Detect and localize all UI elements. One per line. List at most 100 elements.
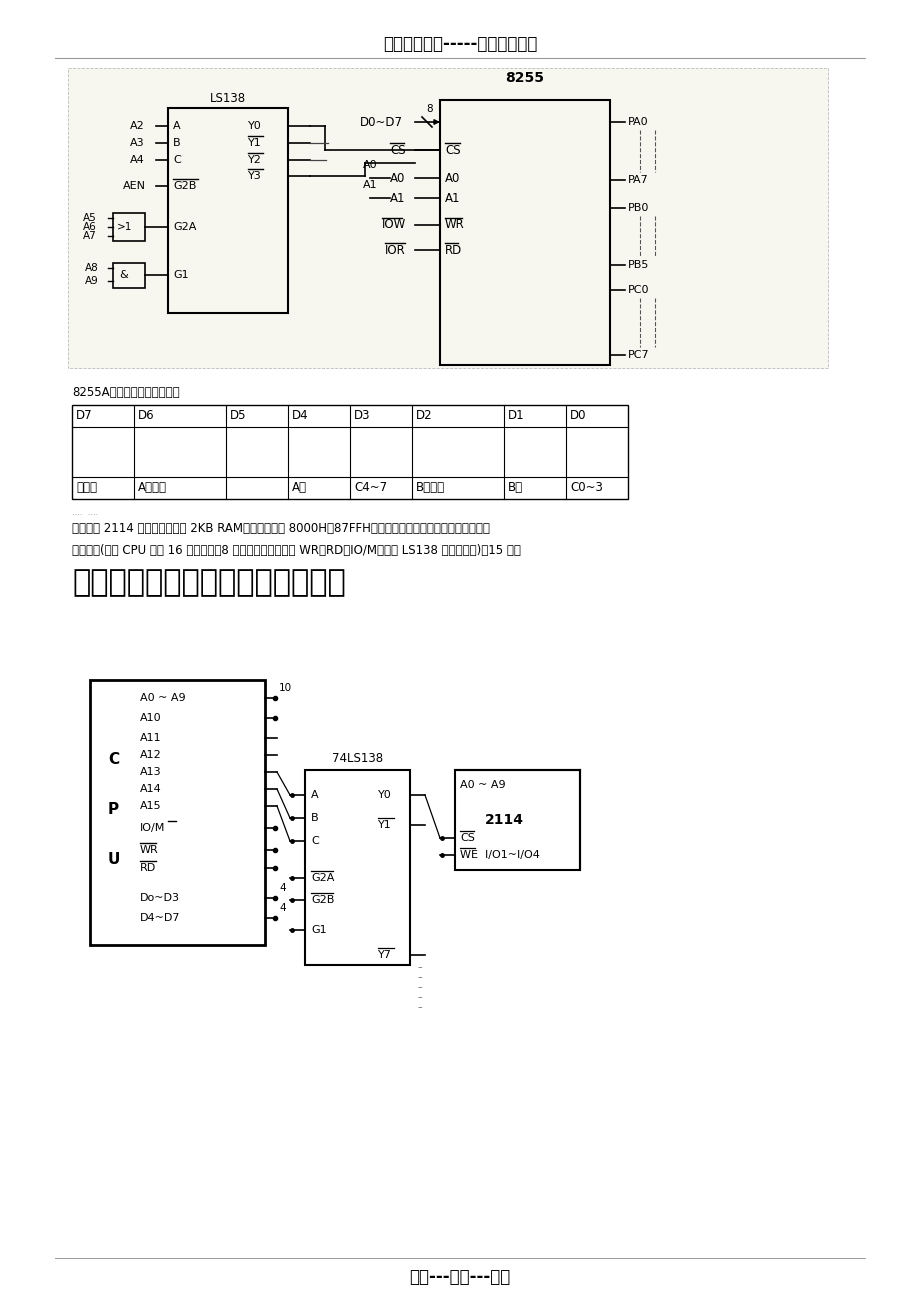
Text: P: P (108, 802, 119, 818)
Text: B口: B口 (507, 480, 523, 493)
Text: A6: A6 (83, 223, 96, 232)
Text: AEN: AEN (123, 181, 146, 191)
Text: A10: A10 (140, 713, 162, 723)
Text: Y1: Y1 (378, 820, 391, 829)
Text: 8255: 8255 (505, 72, 544, 85)
Text: D0~D7: D0~D7 (359, 116, 403, 129)
Text: B组方式: B组方式 (415, 480, 445, 493)
Text: PA0: PA0 (628, 117, 648, 128)
Text: G2B: G2B (311, 894, 334, 905)
Text: G2A: G2A (173, 223, 196, 232)
Text: 8: 8 (426, 104, 433, 115)
Text: D3: D3 (354, 409, 370, 422)
Text: Y2: Y2 (248, 155, 262, 165)
Bar (113, 263, 145, 288)
Text: A0: A0 (390, 172, 405, 185)
Text: A: A (173, 121, 180, 132)
Text: B: B (311, 812, 318, 823)
Text: 4: 4 (278, 883, 285, 893)
Text: A1: A1 (390, 191, 405, 204)
Text: A11: A11 (140, 733, 162, 743)
Text: A口: A口 (291, 480, 307, 493)
Text: A0 ~ A9: A0 ~ A9 (460, 780, 505, 790)
Bar (455, 769, 579, 870)
Text: ....  ....: .... .... (72, 508, 98, 517)
Text: Y0: Y0 (248, 121, 262, 132)
Text: D2: D2 (415, 409, 432, 422)
Text: G2A: G2A (311, 874, 334, 883)
Text: IO/M: IO/M (140, 823, 165, 833)
Text: A0: A0 (362, 160, 377, 171)
Text: 4: 4 (278, 904, 285, 913)
Text: C: C (173, 155, 180, 165)
Text: 专心---专注---专业: 专心---专注---专业 (409, 1268, 510, 1286)
Text: CS: CS (445, 143, 460, 156)
Text: A组方式: A组方式 (138, 480, 167, 493)
Text: D1: D1 (507, 409, 524, 422)
Text: D5: D5 (230, 409, 246, 422)
Bar (168, 108, 288, 312)
Text: 精选优质文档-----倾情为你奉上: 精选优质文档-----倾情为你奉上 (382, 35, 537, 53)
Text: A9: A9 (85, 276, 98, 286)
Text: A1: A1 (362, 180, 377, 190)
Text: PB5: PB5 (628, 260, 649, 270)
Text: C: C (108, 753, 119, 767)
Bar (439, 100, 609, 365)
Text: C0~3: C0~3 (570, 480, 602, 493)
Text: D4: D4 (291, 409, 308, 422)
Text: 8255A工作方式控制字如下：: 8255A工作方式控制字如下： (72, 385, 179, 398)
Bar (90, 680, 265, 945)
Text: A14: A14 (140, 784, 162, 794)
Text: A4: A4 (130, 155, 144, 165)
Bar (113, 214, 145, 241)
Text: A7: A7 (83, 230, 96, 241)
Text: B: B (173, 138, 180, 148)
Text: A0 ~ A9: A0 ~ A9 (140, 693, 186, 703)
Text: RD: RD (445, 243, 461, 256)
Text: D6: D6 (138, 409, 154, 422)
Text: D4~D7: D4~D7 (140, 913, 180, 923)
Text: >1: >1 (117, 223, 132, 232)
Text: Do~D3: Do~D3 (140, 893, 180, 904)
Text: （注意：复试考过几次，很重要）: （注意：复试考过几次，很重要） (72, 568, 346, 598)
Text: A15: A15 (140, 801, 162, 811)
Text: Y7: Y7 (378, 950, 391, 960)
Bar (72, 405, 628, 499)
Text: A1: A1 (445, 191, 460, 204)
Text: 特征位: 特征位 (76, 480, 96, 493)
Text: Y0: Y0 (378, 790, 391, 799)
Text: PC7: PC7 (628, 350, 649, 359)
Text: IOR: IOR (384, 243, 405, 256)
Text: 何连接？(假设 CPU 只有 16 根地址线、8 根数据线，控制线为 WR、RD、IO/M，采用 LS138 全译码法。)（15 分）: 何连接？(假设 CPU 只有 16 根地址线、8 根数据线，控制线为 WR、RD… (72, 544, 520, 557)
Text: A13: A13 (140, 767, 162, 777)
Text: A8: A8 (85, 263, 98, 273)
Text: D0: D0 (570, 409, 586, 422)
Text: &: & (119, 270, 128, 280)
Text: WE  I/O1~I/O4: WE I/O1~I/O4 (460, 850, 539, 861)
Text: C: C (311, 836, 318, 846)
Text: IOW: IOW (381, 219, 406, 232)
Text: WR: WR (140, 845, 159, 855)
Bar (68, 68, 827, 368)
Text: PA7: PA7 (628, 174, 648, 185)
Text: PB0: PB0 (628, 203, 649, 214)
Text: Y1: Y1 (248, 138, 262, 148)
Text: WR: WR (445, 219, 464, 232)
Text: U: U (108, 853, 120, 867)
Text: LS138: LS138 (210, 92, 245, 105)
Text: C4~7: C4~7 (354, 480, 387, 493)
Bar (305, 769, 410, 965)
Text: G1: G1 (173, 270, 188, 280)
Text: G1: G1 (311, 924, 326, 935)
Text: A12: A12 (140, 750, 162, 760)
Text: A2: A2 (130, 121, 144, 132)
Text: PC0: PC0 (628, 285, 649, 296)
Text: 2114: 2114 (484, 812, 524, 827)
Text: D7: D7 (76, 409, 93, 422)
Text: RD: RD (140, 863, 156, 874)
Text: G2B: G2B (173, 181, 196, 191)
Text: 五、若用 2114 存储器芯片组成 2KB RAM，地址范围为 8000H～87FFH，问地址线、数据线及相关的控制线如: 五、若用 2114 存储器芯片组成 2KB RAM，地址范围为 8000H～87… (72, 522, 489, 535)
Text: 74LS138: 74LS138 (332, 753, 382, 766)
Text: CS: CS (460, 833, 474, 842)
Text: A: A (311, 790, 318, 799)
